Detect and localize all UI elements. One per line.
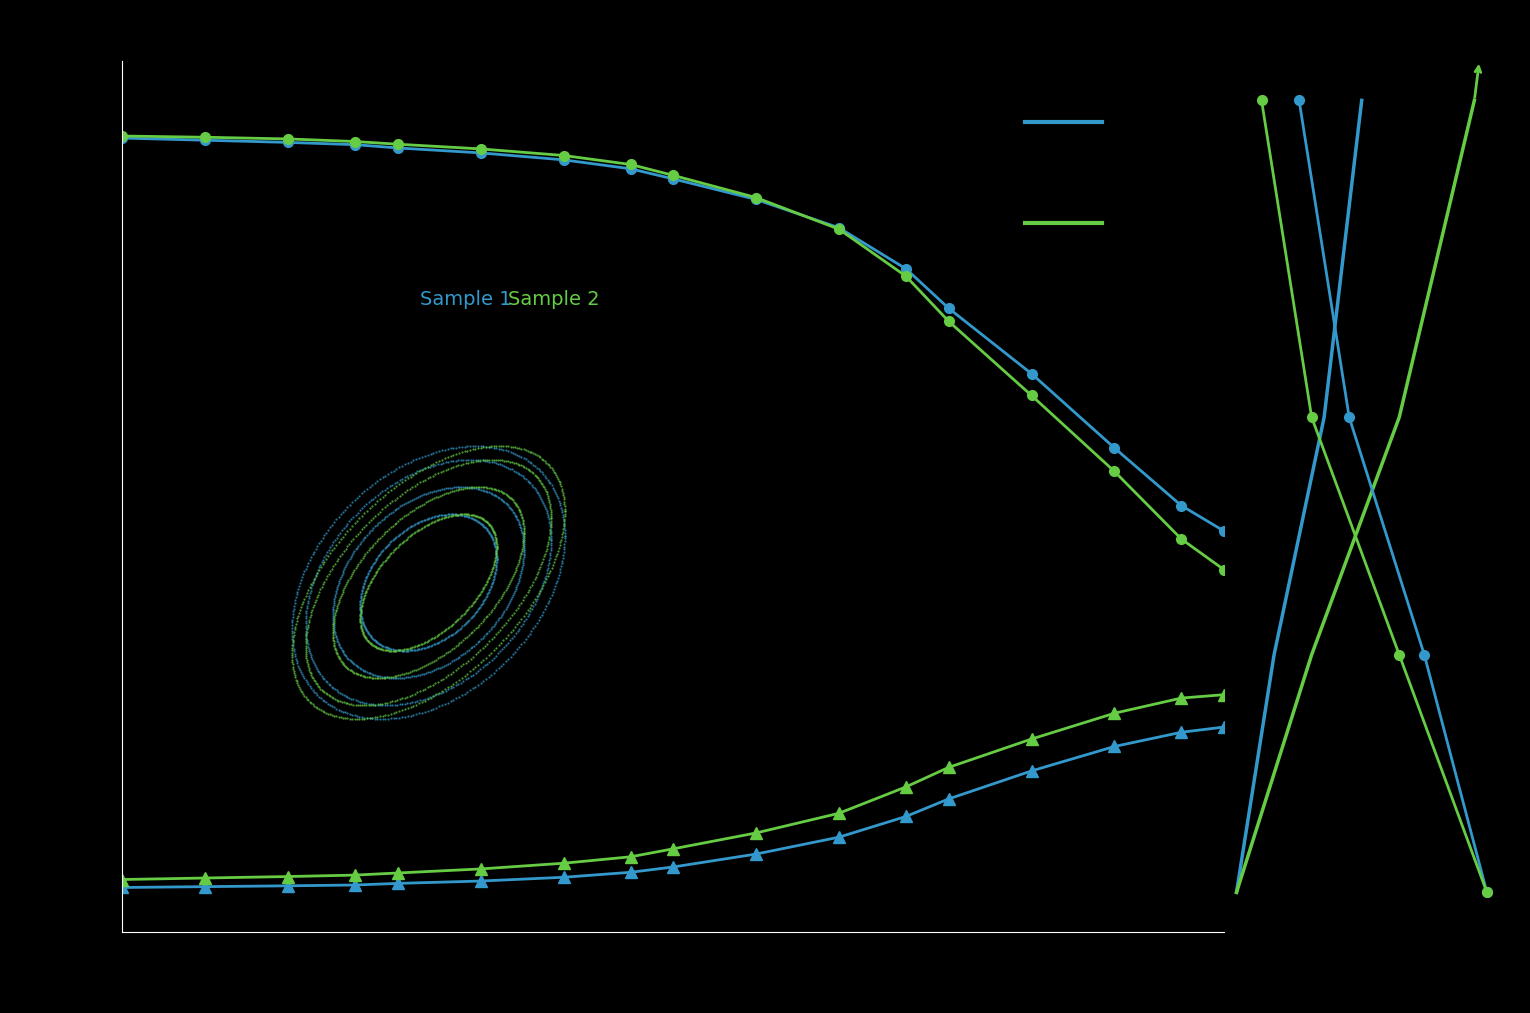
Text: Sample 1: Sample 1 [419, 290, 511, 309]
Text: Sample 2: Sample 2 [508, 290, 600, 309]
